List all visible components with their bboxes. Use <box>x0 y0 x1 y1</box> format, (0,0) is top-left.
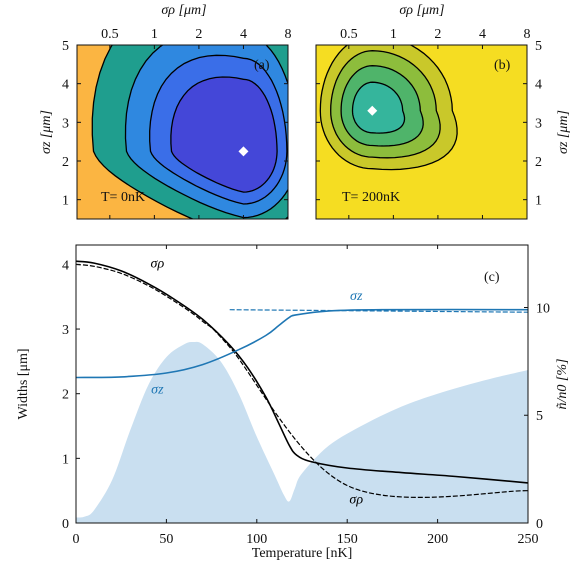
series-label: σz <box>350 289 363 304</box>
series-area-fraction <box>76 341 528 523</box>
panel-b-ytick-label: 3 <box>535 116 542 131</box>
series-label: σz <box>151 383 164 398</box>
panel-c-series-labels: σρ σz σz σρ <box>151 257 364 508</box>
panel-c-ytick-label: 2 <box>62 388 69 403</box>
panel-b-ytick-label: 4 <box>535 78 542 93</box>
panel-a-ytick-label: 2 <box>62 155 69 170</box>
panel-c-xlabel: Temperature [nK] <box>252 546 352 561</box>
panel-b-xtick-label: 4 <box>479 27 486 42</box>
panel-c-ytick-label: 1 <box>62 452 69 467</box>
panel-b-ytick-label: 5 <box>535 39 542 54</box>
panel-a-xtick-label: 8 <box>285 27 292 42</box>
panel-a-contour-level-4 <box>170 76 278 193</box>
panel-a-ytick-label: 3 <box>62 116 69 131</box>
panel-b-xtick-label: 8 <box>524 27 531 42</box>
panel-b-xtick-label: 0.5 <box>340 27 358 42</box>
panel-b-contours <box>319 45 458 171</box>
panel-c-ylabel: Widths [μm] <box>16 348 31 419</box>
panel-c-ytick-label: 4 <box>62 258 69 273</box>
panel-b-minimum-marker <box>367 105 378 116</box>
panel-a-label: (a) <box>254 58 270 73</box>
panel-c-xtick-label: 50 <box>159 532 173 547</box>
panel-c-frame <box>75 244 529 524</box>
series-line-sigma-z-solid <box>76 308 528 379</box>
panel-a-ytick-label: 1 <box>62 194 69 209</box>
panel-a-xlabel: σρ [μm] <box>161 3 206 18</box>
panel-a-ylabel: σz [μm] <box>39 110 54 154</box>
panel-c-xtick-label: 100 <box>246 532 267 547</box>
panel-a-xtick-label: 2 <box>195 27 202 42</box>
series-label: σρ <box>349 493 363 508</box>
panel-a-minimum-marker <box>238 146 249 157</box>
panel-b-annotation: T= 200nK <box>342 190 400 205</box>
panel-c-ytick-label: 0 <box>62 517 69 532</box>
panel-b-ytick-label: 1 <box>535 194 542 209</box>
panel-c-label: (c) <box>484 270 500 285</box>
panel-b-xtick-label: 2 <box>434 27 441 42</box>
series-line-sigma-rho-dashed <box>76 263 528 498</box>
panel-c-ytick-right-label: 0 <box>536 517 543 532</box>
panel-b-frame <box>315 44 528 220</box>
series-line-sigma-z-dashed <box>229 309 528 313</box>
panel-b-ytick-label: 2 <box>535 155 542 170</box>
panel-b-label: (b) <box>494 58 511 73</box>
panel-c-ytick-right-label: 10 <box>536 301 550 316</box>
panel-c-xtick-label: 0 <box>73 532 80 547</box>
panel-a-xtick-label: 4 <box>240 27 247 42</box>
panel-a-xtick-label: 1 <box>151 27 158 42</box>
panel-a-frame <box>76 44 289 220</box>
panel-a-annotation: T= 0nK <box>101 190 145 205</box>
panel-c-ytick-right-label: 5 <box>536 409 543 424</box>
panel-a-xtick-label: 0.5 <box>101 27 119 42</box>
panel-a-ytick-label: 4 <box>62 78 69 93</box>
panel-c-xtick-label: 200 <box>427 532 448 547</box>
panel-c-xtick-label: 150 <box>337 532 358 547</box>
panel-c-ytick-label: 3 <box>62 323 69 338</box>
panel-b-ylabel: σz [μm] <box>556 110 571 154</box>
panel-c-ylabel-right: ñ/n0 [%] <box>555 359 570 410</box>
panel-b-contour-level-4 <box>351 81 406 134</box>
panel-b-xtick-label: 1 <box>390 27 397 42</box>
panel-c-plot <box>76 260 528 523</box>
panel-a-ytick-label: 5 <box>62 39 69 54</box>
panel-b-xlabel: σρ [μm] <box>399 3 444 18</box>
series-line-sigma-rho-solid <box>76 260 528 484</box>
panel-c-xtick-label: 250 <box>518 532 539 547</box>
series-label: σρ <box>151 257 165 272</box>
panel-a-contours <box>91 45 288 219</box>
